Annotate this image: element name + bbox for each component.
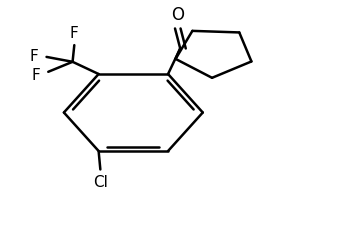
Text: F: F	[32, 68, 40, 83]
Text: Cl: Cl	[93, 175, 108, 189]
Text: F: F	[70, 26, 79, 41]
Text: O: O	[171, 7, 184, 25]
Text: F: F	[30, 50, 38, 64]
